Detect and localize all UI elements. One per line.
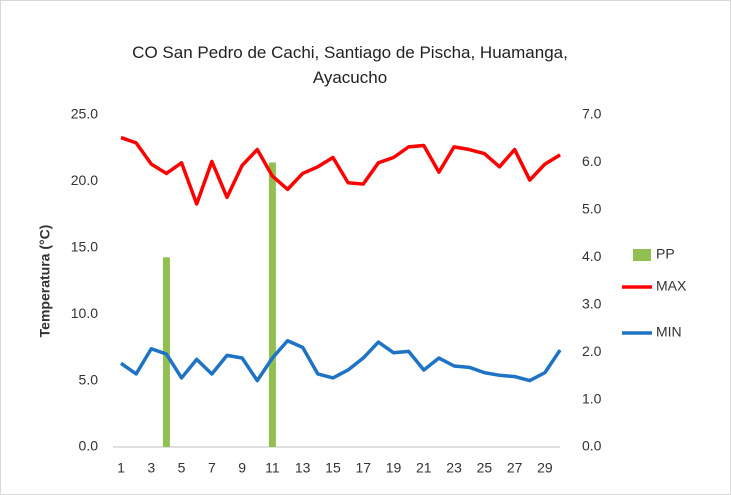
- x-tick-label: 21: [416, 460, 432, 476]
- x-tick-label: 25: [477, 460, 493, 476]
- x-tick-label: 17: [355, 460, 371, 476]
- x-tick-label: 11: [265, 460, 280, 476]
- y-tick-label: 5.0: [79, 371, 99, 387]
- legend-label: MIN: [656, 324, 682, 340]
- line-series: [119, 339, 562, 383]
- x-tick-label: 1: [117, 460, 125, 476]
- x-tick-label: 15: [325, 460, 341, 476]
- x-tick-label: 27: [507, 460, 523, 476]
- y-tick-label: 0.0: [79, 438, 99, 454]
- bar: [268, 162, 276, 447]
- x-tick-label: 13: [295, 460, 311, 476]
- x-tick-label: 23: [446, 460, 462, 476]
- x-tick-label: 9: [238, 460, 246, 476]
- chart-title: CO San Pedro de Cachi, Santiago de Pisch…: [132, 43, 568, 87]
- y2-tick-label: 5.0: [582, 201, 602, 217]
- y2-tick-label: 7.0: [582, 106, 602, 122]
- bar: [162, 257, 170, 447]
- y2-tick-label: 0.0: [582, 438, 602, 454]
- x-tick-label: 29: [537, 460, 553, 476]
- y2-tick-label: 4.0: [582, 248, 602, 264]
- y-tick-label: 10.0: [71, 305, 98, 321]
- y2-tick-label: 3.0: [582, 295, 602, 311]
- y-axis-label: Temperatura (°C): [37, 225, 53, 338]
- line-series: [120, 135, 561, 206]
- y2-tick-label: 1.0: [582, 390, 602, 406]
- legend-swatch: [633, 249, 651, 261]
- y-tick-label: 20.0: [71, 172, 98, 188]
- x-tick-label: 7: [208, 460, 216, 476]
- legend-label: PP: [656, 246, 675, 262]
- y-tick-label: 15.0: [71, 239, 98, 255]
- legend-label: MAX: [656, 278, 687, 294]
- y2-tick-label: 2.0: [582, 343, 602, 359]
- x-tick-label: 19: [386, 460, 402, 476]
- x-tick-label: 5: [178, 460, 186, 476]
- x-tick-label: 3: [147, 460, 155, 476]
- y-tick-label: 25.0: [71, 106, 98, 122]
- y2-tick-label: 6.0: [582, 153, 602, 169]
